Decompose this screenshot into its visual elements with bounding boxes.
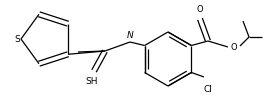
Text: N: N [127, 31, 133, 40]
Text: SH: SH [86, 77, 98, 86]
Text: O: O [231, 42, 237, 51]
Text: O: O [197, 5, 203, 14]
Text: Cl: Cl [203, 85, 212, 94]
Text: S: S [14, 35, 20, 44]
